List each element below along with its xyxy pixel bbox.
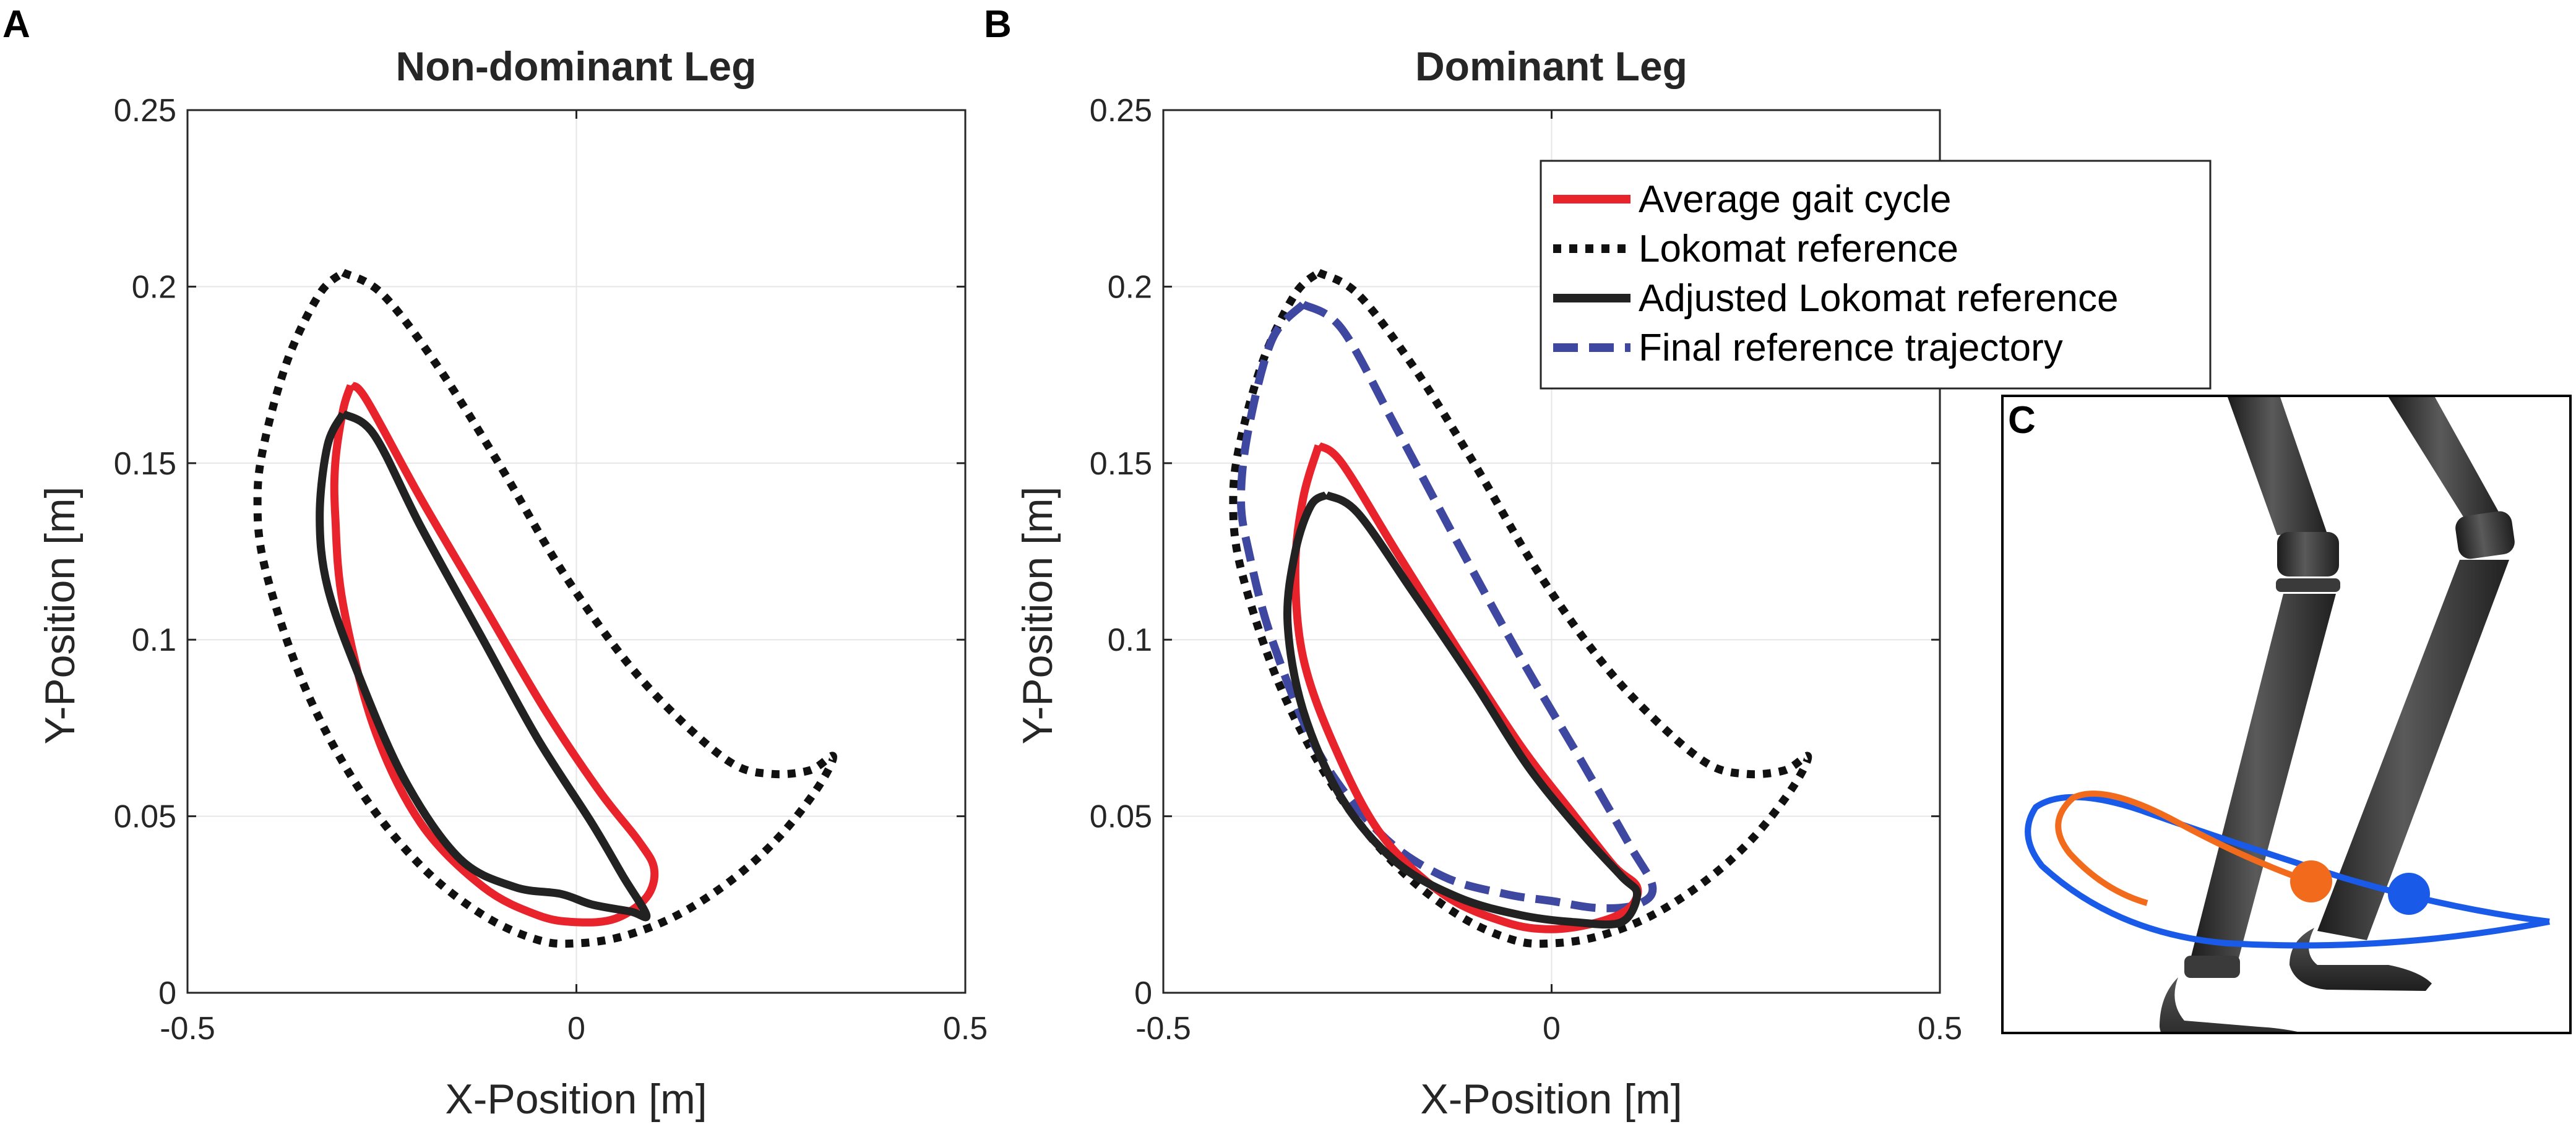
series-adjusted-b [1283,491,1642,929]
series-final-b [1237,301,1657,912]
legend-box [1540,160,2212,390]
ytick-label-a-2: 0.1 [132,622,176,658]
ytick-label-a-1: 0.05 [114,799,176,835]
marker-orange-dot [2290,860,2332,902]
panel-letter-a: A [2,3,30,46]
legend: Average gait cycle Lokomat reference Adj… [1540,160,2212,390]
panel-c-illustration: C [2001,395,2572,1034]
panel-letter-b: B [984,3,1012,46]
xtick-label-b-1: 0 [1543,1011,1561,1047]
xtick-label-b-0: -0.5 [1135,1011,1191,1047]
chart-b-ylabel: Y-Position [m] [1014,487,1061,745]
chart-b-xlabel: X-Position [m] [1420,1076,1682,1123]
panel-letter-c: C [2008,399,2036,442]
ytick-label-b-0: 0 [1134,975,1152,1011]
legend-label-average: Average gait cycle [1639,178,1951,221]
marker-blue-dot [2388,873,2430,915]
mannequin-leg-right [2290,397,2515,991]
series-lokomat-b [1229,268,1812,948]
chart-a-xlabel: X-Position [m] [445,1076,707,1123]
trajectory-orange-loop [2055,791,2315,906]
ytick-label-b-5: 0.25 [1090,93,1152,129]
chart-non-dominant-leg: Non-dominant Leg X-Position [m] Y-Positi… [37,43,988,1123]
ytick-label-b-4: 0.2 [1108,269,1152,305]
series-average-a [330,382,659,927]
xtick-label-b-2: 0.5 [1918,1011,1962,1047]
legend-label-adjusted: Adjusted Lokomat reference [1639,277,2118,320]
legend-label-final: Final reference trajectory [1639,327,2063,369]
ytick-label-a-3: 0.15 [114,446,176,482]
mannequin-leg-left [2160,397,2340,1032]
series-lokomat-a [253,268,837,948]
ytick-label-b-1: 0.05 [1090,799,1152,835]
ytick-label-b-3: 0.15 [1090,446,1152,482]
xtick-label-a-1: 0 [567,1011,585,1047]
chart-b-title: Dominant Leg [1415,43,1687,89]
trajectory-blue-loop [2025,794,2550,949]
xtick-label-a-0: -0.5 [160,1011,215,1047]
ytick-label-a-4: 0.2 [132,269,176,305]
chart-a-title: Non-dominant Leg [396,43,757,89]
chart-a-ylabel: Y-Position [m] [37,487,84,745]
series-adjusted-a [316,410,651,922]
ytick-label-a-0: 0 [158,975,176,1011]
ytick-label-a-5: 0.25 [114,93,176,129]
xtick-label-a-2: 0.5 [943,1011,988,1047]
ytick-label-b-2: 0.1 [1108,622,1152,658]
legend-label-lokomat: Lokomat reference [1639,228,1958,270]
